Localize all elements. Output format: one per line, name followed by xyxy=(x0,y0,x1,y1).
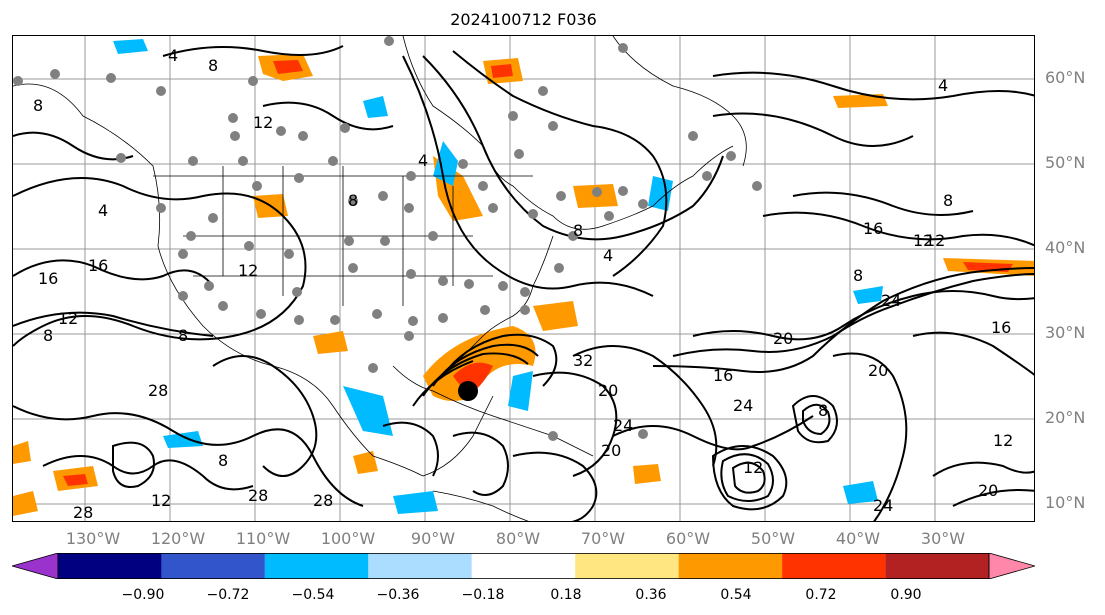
contour-label: 24 xyxy=(873,496,893,515)
contour-label: 12 xyxy=(58,309,78,328)
lon-label-30w: 30°W xyxy=(920,529,966,548)
colorbar-segment-max xyxy=(988,553,1035,579)
contour-label: 8 xyxy=(348,191,358,210)
colorbar-tick: −0.36 xyxy=(376,587,420,603)
contour-label: 12 xyxy=(151,491,171,510)
lon-label-70w: 70°W xyxy=(580,529,626,548)
contour-label: 4 xyxy=(168,46,178,65)
colorbar-segment xyxy=(58,553,162,579)
colorbar-segments xyxy=(12,553,1035,579)
lon-label-100w: 100°W xyxy=(320,529,376,548)
contour-label: 24 xyxy=(733,396,753,415)
contour-label: 8 xyxy=(178,326,188,345)
contour-label: 24 xyxy=(613,416,633,435)
colorbar-segment xyxy=(471,553,576,579)
contour-label: 8 xyxy=(43,326,53,345)
contour-label: 16 xyxy=(38,269,58,288)
contour-label: 28 xyxy=(73,503,93,522)
lon-label-80w: 80°W xyxy=(495,529,541,548)
lon-label-60w: 60°W xyxy=(665,529,711,548)
contour-label: 20 xyxy=(601,441,621,460)
contour-label: 8 xyxy=(818,401,828,420)
lon-label-110w: 110°W xyxy=(235,529,291,548)
contour-label: 4 xyxy=(603,246,613,265)
contour-label: 20 xyxy=(868,361,888,380)
contour-label: 24 xyxy=(881,291,901,310)
colorbar-tick: 0.90 xyxy=(890,587,922,603)
contour-label: 4 xyxy=(98,201,108,220)
contour-label: 16 xyxy=(713,366,733,385)
lon-label-130w: 130°W xyxy=(65,529,121,548)
lon-label-50w: 50°W xyxy=(750,529,796,548)
contour-label: 16 xyxy=(88,256,108,275)
lon-label-40w: 40°W xyxy=(835,529,881,548)
contour-label: 12 xyxy=(743,458,763,477)
lat-label-50n: 50°N xyxy=(1045,153,1086,172)
contour-label-group: 4 8 8 12 4 8 4 4 8 16 12 16 12 8 8 28 8 … xyxy=(33,46,1013,522)
lon-label-120w: 120°W xyxy=(150,529,206,548)
contour-label: 20 xyxy=(598,381,618,400)
contour-label: 4 xyxy=(418,151,428,170)
contour-label: 12 xyxy=(238,261,258,280)
contour-label: 8 xyxy=(33,96,43,115)
colorbar-segment xyxy=(368,553,472,579)
contour-label: 12 xyxy=(993,431,1013,450)
contour-label: 4 xyxy=(938,76,948,95)
contour-lines xyxy=(13,45,1034,521)
colorbar-tick: 0.18 xyxy=(550,587,582,603)
contour-label: 28 xyxy=(148,381,168,400)
contour-label: 12 xyxy=(253,113,273,132)
colorbar-tick: 0.36 xyxy=(635,587,667,603)
map-title: 2024100712 F036 xyxy=(450,10,597,29)
colorbar-segment xyxy=(575,553,679,579)
colorbar-tick: −0.18 xyxy=(461,587,505,603)
lat-label-20n: 20°N xyxy=(1045,408,1086,427)
colorbar-segment xyxy=(264,553,369,579)
contour-label: 20 xyxy=(978,481,998,500)
lat-label-10n: 10°N xyxy=(1045,493,1086,512)
colorbar-segment xyxy=(782,553,886,579)
contour-label: 12 xyxy=(925,231,945,250)
colorbar-tick: −0.90 xyxy=(121,587,165,603)
colorbar-segment xyxy=(678,553,783,579)
contour-label: 28 xyxy=(313,491,333,510)
shaded-field xyxy=(13,39,1034,516)
contour-label: 32 xyxy=(573,351,593,370)
contour-label: 8 xyxy=(208,56,218,75)
station-dots xyxy=(13,36,762,441)
colorbar-segment xyxy=(885,553,989,579)
contour-label: 16 xyxy=(863,219,883,238)
lat-label-40n: 40°N xyxy=(1045,238,1086,257)
colorbar-tick: 0.72 xyxy=(805,587,837,603)
map-canvas: 4 8 8 12 4 8 4 4 8 16 12 16 12 8 8 28 8 … xyxy=(13,36,1034,522)
lat-label-30n: 30°N xyxy=(1045,323,1086,342)
colorbar-tick: −0.54 xyxy=(291,587,335,603)
contour-label: 16 xyxy=(991,318,1011,337)
contour-label: 28 xyxy=(248,486,268,505)
colorbar-segment xyxy=(161,553,265,579)
lon-label-90w: 90°W xyxy=(410,529,456,548)
storm-center-marker xyxy=(458,381,478,401)
colorbar-segment-min xyxy=(12,553,59,579)
contour-label: 20 xyxy=(773,329,793,348)
graticule xyxy=(13,36,1034,521)
colorbar xyxy=(12,553,1035,579)
lat-label-60n: 60°N xyxy=(1045,68,1086,87)
contour-label: 8 xyxy=(943,191,953,210)
contour-label: 12 xyxy=(913,231,933,250)
contour-label: 8 xyxy=(573,221,583,240)
contour-label: 8 xyxy=(218,451,228,470)
colorbar-tick: −0.72 xyxy=(206,587,250,603)
colorbar-tick: 0.54 xyxy=(720,587,752,603)
map-panel[interactable]: 4 8 8 12 4 8 4 4 8 16 12 16 12 8 8 28 8 … xyxy=(12,35,1035,522)
contour-label: 8 xyxy=(853,266,863,285)
colorbar-outline xyxy=(57,553,990,579)
